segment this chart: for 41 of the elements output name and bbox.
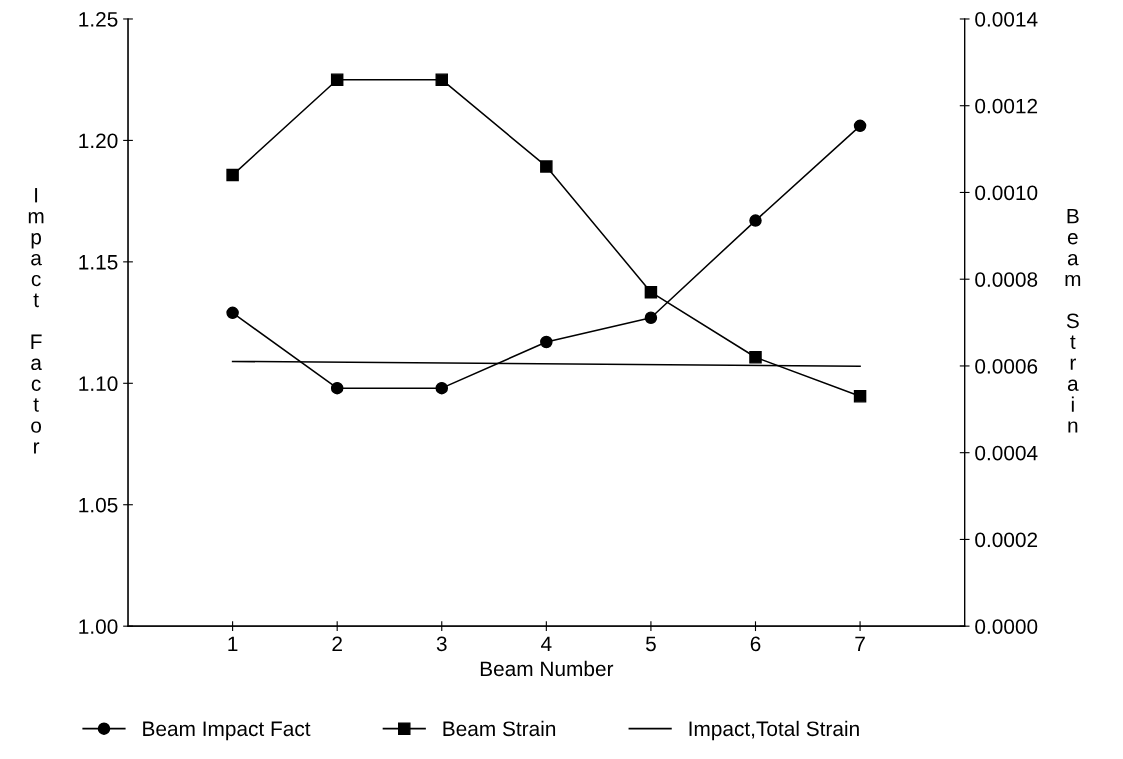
y2-tick-label: 0.0000 [975, 619, 1038, 634]
y-tick-label: 1.10 [79, 376, 118, 392]
y-tick-label: 1.00 [79, 619, 118, 634]
point [644, 285, 658, 299]
point [853, 119, 867, 133]
x-tick-label: 5 [645, 636, 656, 652]
y2-tick-label: 0.0008 [975, 272, 1038, 287]
legend-label: Beam Impact Fact [143, 721, 311, 741]
point [644, 311, 658, 324]
x-tick-label: 1 [228, 636, 238, 651]
y-tick-label: 1.05 [79, 497, 118, 513]
point [540, 160, 553, 173]
legend-label: Beam Strain [443, 720, 556, 737]
point [435, 73, 449, 86]
y-tick-label: 1.15 [79, 255, 118, 270]
y-tick-label: 1.25 [79, 11, 118, 27]
text: Impact Factor [28, 188, 44, 454]
y2-tick-label: 0.0014 [975, 11, 1038, 27]
x-tick-label: 4 [541, 636, 552, 651]
point [749, 214, 762, 227]
text: Beam Strain [1065, 208, 1081, 433]
legend-label: Impact,Total Strain [689, 720, 859, 741]
x-tick-label: 6 [750, 636, 761, 652]
point [330, 381, 344, 395]
y-tick-label: 1.20 [79, 133, 118, 149]
y2-tick-label: 0.0006 [975, 358, 1038, 374]
y2-tick-label: 0.0010 [975, 185, 1038, 201]
x-tick-label: 2 [332, 636, 342, 651]
point [853, 390, 867, 403]
point [330, 73, 344, 86]
point [226, 168, 239, 182]
point [226, 306, 239, 320]
y2-tick-label: 0.0004 [975, 445, 1038, 461]
point [435, 381, 449, 395]
x-axis-title: Beam Number [480, 660, 614, 677]
point [749, 351, 762, 364]
x-tick-label: 7 [855, 636, 865, 651]
y2-tick-label: 0.0012 [975, 98, 1038, 114]
point [540, 335, 553, 349]
y2-tick-label: 0.0002 [975, 532, 1038, 548]
x-tick-label: 3 [436, 636, 447, 652]
